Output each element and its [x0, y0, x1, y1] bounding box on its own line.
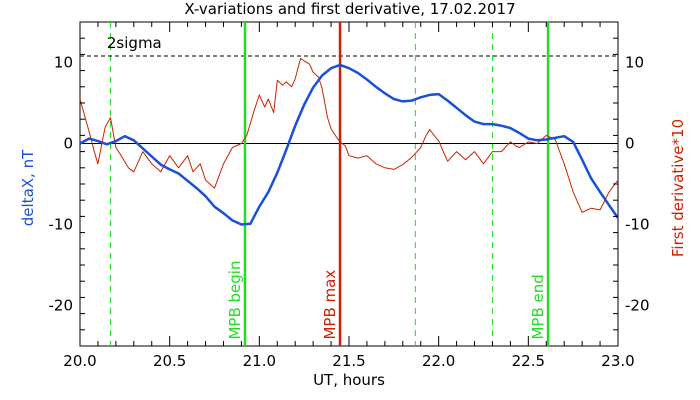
marker-label: MPB begin: [226, 261, 244, 340]
x-axis-label: UT, hours: [313, 371, 385, 389]
y-left-tick-label: -20: [49, 297, 74, 315]
y-right-tick-label: -20: [625, 297, 650, 315]
plot-area: 2sigma MPB begin MPB max MPB end: [79, 21, 620, 347]
x-tick-label: 23.0: [601, 352, 634, 370]
chart-title: X-variations and first derivative, 17.02…: [184, 0, 515, 18]
x-tick-label: 22.5: [512, 352, 545, 370]
sigma-label: 2sigma: [107, 34, 162, 52]
marker-label: MPB end: [529, 274, 547, 339]
y-axis-right-label: First derivative*10: [669, 119, 687, 257]
x-tick-label: 22.0: [422, 352, 455, 370]
y-left-tick-label: 10: [54, 54, 73, 72]
deltax-series-line: [79, 63, 620, 226]
x-tick-label: 20.5: [153, 352, 186, 370]
y-right-tick-label: 0: [625, 135, 635, 153]
y-axis-right-ticks: -20 -10 0 10: [613, 21, 650, 347]
y-left-tick-label: -10: [49, 216, 74, 234]
y-axis-left-label: deltaX, nT: [19, 149, 37, 226]
y-right-tick-label: -10: [625, 216, 650, 234]
derivative-series-line: [79, 57, 619, 213]
y-axis-left-ticks: -20 -10 0 10: [49, 21, 85, 347]
marker-label: MPB max: [321, 270, 339, 340]
vertical-markers: MPB begin MPB max MPB end: [226, 22, 550, 346]
x-tick-label: 21.0: [243, 352, 276, 370]
y-left-tick-label: 0: [63, 135, 73, 153]
x-tick-label: 20.0: [63, 352, 96, 370]
y-right-tick-label: 10: [625, 54, 644, 72]
x-axis-ticks: 20.0 20.5 21.0 21.5 22.0 22.5 23.0: [63, 22, 635, 370]
x-tick-label: 21.5: [332, 352, 365, 370]
